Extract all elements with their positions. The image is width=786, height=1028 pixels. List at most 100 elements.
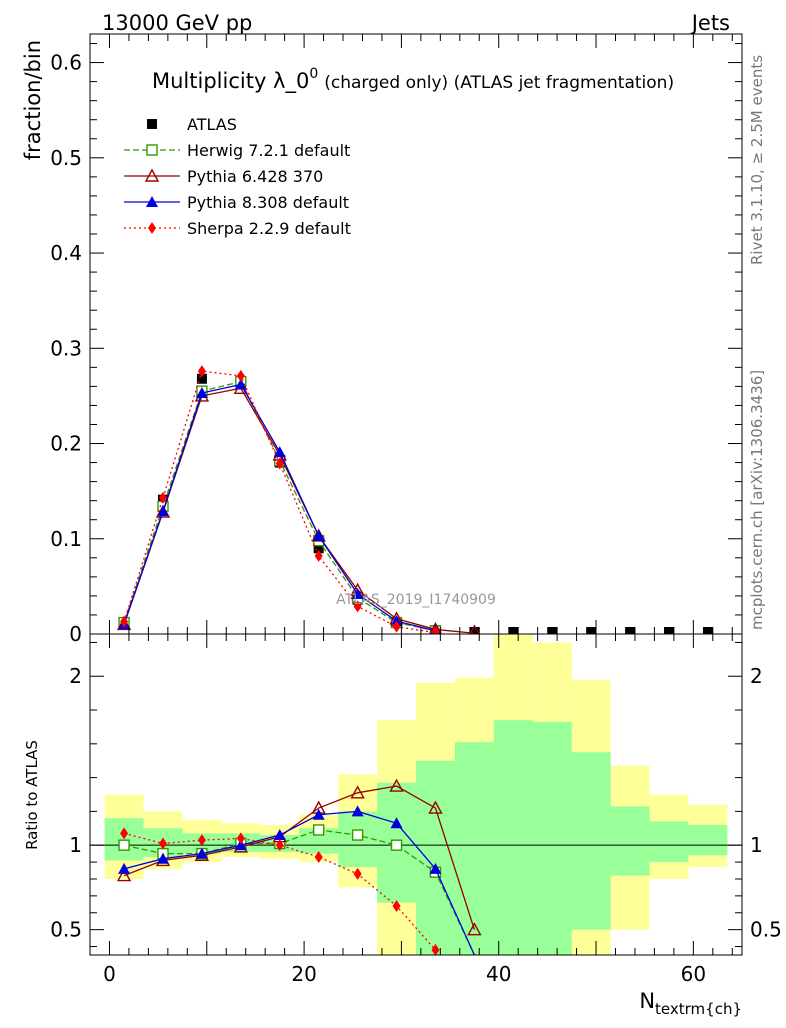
band-inner-9 (454, 742, 494, 955)
main-axes: 0 0.1 0.2 0.3 0.4 0.5 0.6 (50, 33, 743, 646)
ratio-point-sherpa-0 (120, 827, 129, 840)
ratio-y-tick-label-right: 0.5 (750, 918, 782, 942)
legend-marker-pythia6 (144, 168, 160, 182)
ratio-y-tick-label: 0.5 (50, 918, 82, 942)
ratio-plot-panel: 0.5 0.51 12 20 20 40 60 Ratio to ATLAS Ntextrm… (23, 633, 782, 1018)
ratio-point-pythia8-8 (429, 862, 442, 874)
band-inner-13 (610, 806, 650, 876)
x-axis-label-main: N (639, 989, 655, 1013)
point-sherpa-0 (120, 615, 129, 628)
legend-item-herwig: Herwig 7.2.1 default (124, 141, 350, 160)
main-y-tick-label: 0.5 (50, 146, 82, 170)
ratio-series-pythia8 (118, 805, 475, 956)
main-plot-panel: ATLAS_2019_I1740909 00.10.20.30.40.50.6 … (21, 33, 743, 646)
ratio-point-sherpa-6 (353, 867, 362, 880)
band-inner-8 (416, 760, 455, 955)
ratio-point-pythia8-1 (156, 852, 169, 864)
ratio-point-pythia6-6 (350, 785, 365, 799)
point-pythia8-7 (390, 615, 403, 627)
chart-title-main: Multiplicity λ_0 (152, 69, 309, 94)
point-data-15 (702, 627, 713, 637)
band-inner-15 (688, 824, 728, 856)
point-pythia8-3 (234, 378, 247, 390)
point-sherpa-1 (158, 491, 167, 504)
main-y-tick-label: 0.1 (50, 527, 82, 551)
ratio-line-pythia8 (123, 810, 475, 956)
ratio-point-herwig-0 (118, 839, 130, 851)
legend-label-herwig: Herwig 7.2.1 default (187, 141, 350, 160)
ratio-y-axis-label: Ratio to ATLAS (23, 740, 41, 850)
point-data-14 (664, 627, 675, 637)
point-sherpa-4 (275, 457, 284, 470)
point-pythia8-2 (195, 387, 208, 399)
point-data-13 (625, 627, 636, 637)
main-plot-background (90, 34, 742, 634)
legend-item-pythia8: Pythia 8.308 default (124, 193, 349, 212)
legend-item-pythia6: Pythia 6.428 370 (124, 167, 323, 186)
ratio-y-tick-label-right: 1 (750, 833, 763, 857)
main-y-tick-label: 0.2 (50, 432, 82, 456)
x-tick-label: 40 (486, 962, 511, 986)
ratio-point-pythia8-2 (195, 847, 208, 859)
x-tick-label: 20 (291, 962, 316, 986)
ratio-y-tick-label: 2 (69, 664, 82, 688)
point-data-9 (469, 627, 480, 637)
main-plot-content (90, 34, 742, 638)
legend-item-data: ATLAS (147, 115, 237, 134)
ratio-line-herwig (123, 829, 475, 956)
main-y-tick-label: 0.3 (50, 336, 82, 360)
band-inner-12 (571, 752, 611, 930)
legend-label-sherpa: Sherpa 2.2.9 default (187, 219, 351, 238)
legend-marker-data (147, 119, 157, 129)
ratio-frame (89, 633, 743, 956)
point-data-2 (196, 373, 207, 384)
chart-title-superscript: 0 (309, 66, 318, 82)
ratio-axes: 0.5 0.51 12 20 20 40 60 (50, 633, 782, 986)
ratio-point-herwig-5 (312, 824, 325, 836)
main-y-tick-label: 0.4 (50, 241, 82, 265)
x-axis-label: Ntextrm{ch} (639, 989, 742, 1018)
ratio-point-sherpa-3 (236, 832, 245, 845)
point-sherpa-6 (353, 600, 362, 613)
chart-title: Multiplicity λ_00 (charged only) (ATLAS j… (152, 66, 674, 94)
main-y-tick-label: 0.6 (50, 51, 82, 75)
ratio-point-sherpa-7 (392, 900, 401, 913)
ratio-y-tick-label-right: 2 (750, 664, 763, 688)
legend-label-pythia8: Pythia 8.308 default (187, 193, 349, 212)
legend-marker-herwig (146, 144, 158, 156)
point-sherpa-3 (236, 369, 245, 382)
ratio-point-pythia8-0 (118, 862, 131, 874)
band-inner-11 (532, 721, 572, 955)
ratio-point-pythia6-8 (428, 800, 443, 814)
ratio-point-pythia6-0 (116, 868, 132, 882)
ratio-plot-content (90, 634, 742, 956)
ratio-point-pythia8-5 (312, 808, 325, 820)
main-series-group (116, 365, 713, 638)
header-energy-label: 13000 GeV pp (102, 11, 252, 35)
x-tick-label: 0 (103, 962, 116, 986)
legend-label-data: ATLAS (187, 115, 237, 134)
ratio-point-sherpa-2 (197, 834, 206, 847)
ratio-point-herwig-7 (390, 839, 403, 851)
ratio-y-tick-label: 1 (69, 833, 82, 857)
main-y-tick-label: 0 (69, 622, 82, 646)
legend-label-pythia6: Pythia 6.428 370 (187, 167, 323, 186)
ratio-point-pythia6-7 (389, 778, 404, 792)
point-sherpa-2 (197, 365, 206, 378)
band-inner-14 (649, 821, 689, 863)
point-data-12 (586, 627, 597, 637)
analysis-watermark: ATLAS_2019_I1740909 (336, 592, 496, 608)
point-pythia8-6 (351, 588, 364, 599)
point-pythia8-4 (273, 446, 286, 458)
point-pythia8-5 (312, 529, 325, 541)
x-tick-label: 60 (681, 962, 706, 986)
header-process-label: Jets (690, 11, 730, 35)
ratio-point-herwig-6 (351, 829, 364, 841)
legend-marker-pythia8 (146, 196, 158, 207)
chart-title-rest: (charged only) (ATLAS jet fragmentation) (324, 73, 674, 93)
legend: ATLAS Herwig 7.2.1 default Pythia 6.428 37… (124, 115, 351, 238)
mcplots-reference-label: mcplots.cern.ch [arXiv:1306.3436] (748, 370, 766, 630)
point-data-11 (547, 627, 558, 637)
band-inner-10 (493, 720, 533, 955)
